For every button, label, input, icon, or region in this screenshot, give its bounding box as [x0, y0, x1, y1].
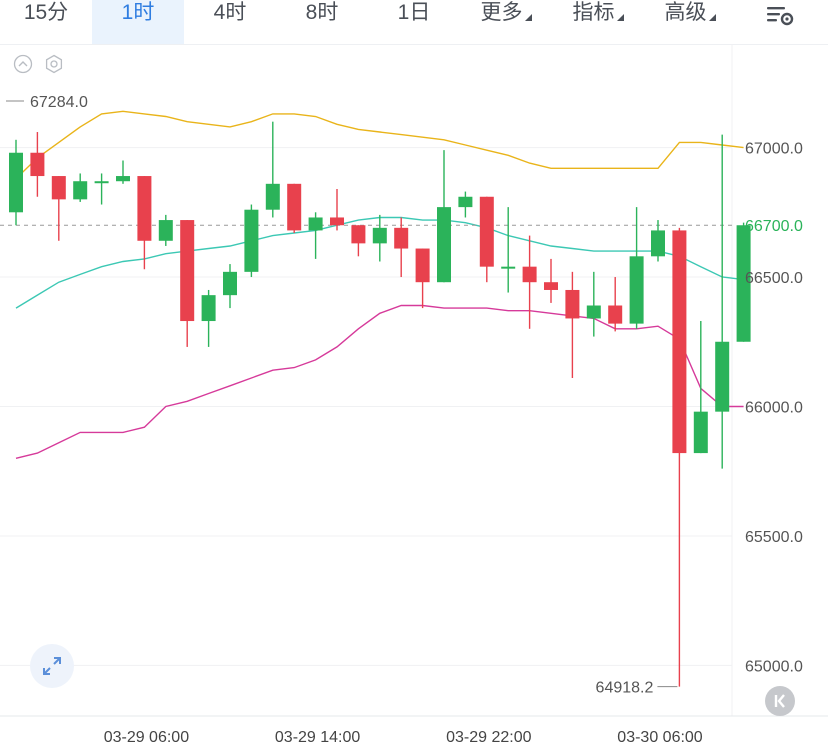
candle-body[interactable] [736, 225, 751, 342]
candle-body[interactable] [693, 411, 708, 454]
tab-6[interactable]: 指标 [552, 0, 644, 44]
tab-label: 1时 [121, 1, 155, 24]
tab-7[interactable]: 高级 [644, 0, 736, 44]
candle-body[interactable] [415, 248, 430, 283]
y-tick-label: 67000.0 [745, 141, 803, 158]
candle-body[interactable] [437, 207, 451, 283]
tab-label: 8时 [305, 1, 339, 24]
chart-settings-icon[interactable] [764, 2, 798, 28]
candle-body[interactable] [501, 266, 516, 269]
y-tick-label: 65000.0 [745, 658, 803, 675]
dropdown-triangle-icon [616, 14, 624, 21]
tab-label: 高级 [664, 1, 707, 24]
x-tick-label: 03-29 06:00 [104, 729, 190, 746]
tab-label: 指标 [572, 1, 615, 24]
candle-body[interactable] [522, 266, 537, 283]
y-tick-label: 66500.0 [745, 270, 803, 287]
candle-body[interactable] [672, 230, 687, 454]
gear-icon[interactable] [44, 54, 64, 74]
expand-arrows-icon [43, 657, 61, 675]
candle-body[interactable] [629, 256, 644, 324]
timeframe-tabs: 15分 1时 4时 8时 1日 更多 指标 高级 [0, 0, 828, 45]
candlestick-chart[interactable]: 67000.0 66500.0 66000.0 65500.0 65000.0 66700… [0, 44, 828, 756]
candle-body[interactable] [73, 181, 88, 200]
candle-body[interactable] [265, 183, 280, 210]
dropdown-triangle-icon [708, 14, 716, 21]
candle-body[interactable] [544, 282, 558, 290]
tab-label: 4时 [213, 1, 247, 24]
candle-body[interactable] [244, 209, 259, 272]
max-price-label: 67284.0 [30, 94, 88, 111]
candle-body[interactable] [137, 176, 152, 241]
candle-body[interactable] [308, 217, 323, 231]
tab-label: 更多 [480, 1, 523, 24]
candle-body[interactable] [223, 271, 237, 296]
candle-body[interactable] [351, 225, 366, 244]
candle-body[interactable] [116, 176, 130, 182]
tab-label: 15分 [23, 1, 69, 24]
candle-body[interactable] [608, 305, 623, 324]
x-tick-label: 03-29 22:00 [446, 729, 532, 746]
x-tick-label: 03-29 14:00 [275, 729, 361, 746]
tab-3[interactable]: 8时 [276, 0, 368, 44]
x-tick-label: 03-30 06:00 [617, 729, 703, 746]
candle-body[interactable] [201, 295, 216, 322]
candle-body[interactable] [394, 227, 409, 249]
candle-body[interactable] [565, 289, 580, 319]
expand-button[interactable] [30, 644, 74, 688]
boll-lower-line [15, 304, 744, 459]
y-tick-label: 66000.0 [745, 399, 803, 416]
last-price-label: 66700.0 [745, 218, 803, 235]
circle-chevron-icon[interactable] [13, 54, 33, 74]
candle-body[interactable] [94, 181, 109, 184]
tab-2[interactable]: 4时 [184, 0, 276, 44]
tab-0[interactable]: 15分 [0, 0, 92, 44]
tab-1[interactable]: 1时 [92, 0, 184, 44]
candle-body[interactable] [458, 196, 473, 208]
candle-body[interactable] [287, 183, 302, 231]
candle-body[interactable] [158, 220, 173, 241]
candle-body[interactable] [180, 220, 195, 322]
candle-body[interactable] [586, 305, 601, 319]
candle-body[interactable] [9, 152, 23, 213]
candle-body[interactable] [479, 196, 494, 267]
candle-body[interactable] [330, 217, 344, 226]
candle-body[interactable] [30, 152, 45, 177]
candle-body[interactable] [51, 176, 66, 200]
tab-label: 1日 [397, 1, 431, 24]
candle-body[interactable] [651, 230, 665, 257]
dropdown-triangle-icon [524, 14, 532, 21]
back-to-latest-icon [774, 694, 785, 708]
min-price-label: 64918.2 [596, 680, 654, 697]
tab-4[interactable]: 1日 [368, 0, 460, 44]
tab-5[interactable]: 更多 [460, 0, 552, 44]
boll-upper-line [15, 110, 744, 180]
candle-body[interactable] [715, 341, 730, 412]
candle-body[interactable] [372, 227, 387, 244]
y-tick-label: 65500.0 [745, 529, 803, 546]
back-to-latest-button[interactable] [765, 686, 795, 716]
